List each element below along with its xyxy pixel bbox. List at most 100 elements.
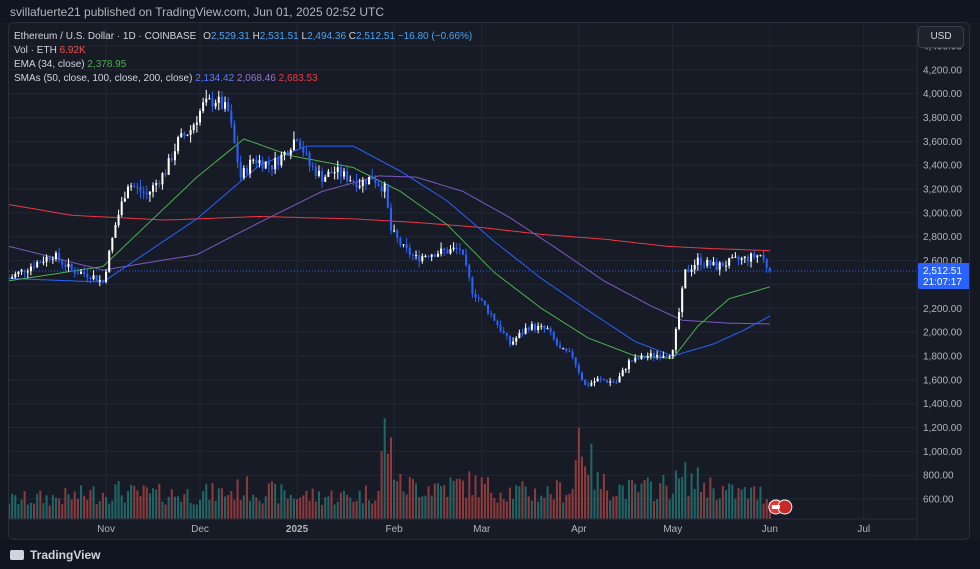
symbol-name[interactable]: Ethereum / U.S. Dollar · 1D · COINBASE [14,31,197,42]
volume-bar [577,427,580,519]
candle-body [765,259,768,268]
volume-bar [440,486,443,519]
volume-bar [678,478,681,519]
volume-bar [239,500,242,519]
candle-body [11,277,14,279]
candle-body [161,173,164,185]
time-tick-label: Jun [762,524,778,535]
candle-body [186,134,189,136]
candle-body [471,277,474,294]
candle-body [145,193,148,195]
volume-bar [198,500,202,519]
volume-bar [292,498,295,519]
candle-body [349,180,352,182]
volume-bar [668,499,671,519]
chart-panel[interactable]: 600.00 800.00 1,000.00 1,200.00 1,400.00 1,60… [8,22,970,540]
candle-body [621,370,624,377]
price-chart[interactable]: 600.00 800.00 1,000.00 1,200.00 1,400.00 1,60… [9,23,970,540]
volume-bar [148,493,151,519]
candle-body [136,186,139,188]
volume-bar [631,479,634,519]
volume-bar [596,471,599,519]
volume-bar [167,496,170,519]
sma-label[interactable]: SMAs (50, close, 100, close, 200, close) [14,73,193,84]
volume-bar [483,483,486,519]
change-value: −16.80 (−0.66%) [397,31,473,42]
candle-body [427,255,430,257]
volume-bar [186,489,189,519]
candle-body [267,161,270,166]
volume-bar [652,501,656,519]
tradingview-logo: TradingView [10,548,100,562]
volume-bar [173,496,176,519]
volume-bar [580,456,583,519]
candle-body [321,170,324,182]
candle-body [23,269,26,273]
candle-body [474,293,477,298]
candle-body [552,331,555,340]
volume-label[interactable]: Vol · ETH [14,45,57,56]
volume-bar [602,473,605,519]
candle-body [189,130,192,135]
candle-body [170,158,173,161]
tradingview-logo-icon [10,550,24,560]
candle-body [358,186,361,188]
volume-bar [396,481,399,519]
volume-bar [101,492,104,519]
flag-icon [771,505,780,509]
candle-body [224,102,227,109]
candle-body [202,102,205,112]
candle-body [643,355,646,358]
candle-body [721,262,724,267]
volume-bar [750,487,753,519]
volume-bar [765,499,768,519]
candle-body [230,110,233,124]
candle-body [424,255,427,257]
ema-value: 2,378.95 [87,59,127,70]
candle-body [393,230,396,232]
price-tick-label: 3,200.00 [923,185,962,196]
open-label: O [203,31,211,42]
candle-body [36,262,39,268]
price-tick-label: 800.00 [923,471,954,482]
candle-body [465,254,468,266]
candle-body [95,275,98,282]
volume-bar [361,503,364,519]
candle-body [158,183,161,185]
candle-body [477,297,480,299]
volume-bar [95,504,98,519]
volume-bar [368,500,371,519]
volume-bar [408,477,411,519]
volume-bar [314,501,317,519]
volume-bar [474,475,477,519]
currency-button[interactable]: USD [918,26,964,48]
close-value: 2,512.51 [356,31,395,42]
candle-body [339,167,342,177]
volume-bar [67,494,70,519]
candle-body [533,324,537,330]
volume-bar [734,498,737,519]
candle-body [596,378,599,382]
volume-value: 6.92K [59,45,86,56]
volume-bar [743,487,746,519]
ema-label[interactable]: EMA (34, close) [14,59,85,70]
volume-bar [527,496,530,519]
footer-bar [0,540,980,569]
candle-body [258,160,261,164]
candle-body [606,380,609,383]
volume-bar [424,495,427,519]
candle-body [79,271,83,274]
candle-body [631,360,634,362]
candle-body [111,237,114,251]
volume-bar [321,504,324,519]
candle-body [117,214,120,226]
candle-body [703,265,706,267]
volume-bar [346,494,349,519]
volume-bar [114,484,117,519]
candle-body [433,254,436,257]
price-tick-label: 1,000.00 [923,447,962,458]
candle-body [762,254,765,260]
sma100-value: 2,068.46 [236,73,276,84]
candle-body [20,269,23,272]
volume-bar [205,484,208,519]
